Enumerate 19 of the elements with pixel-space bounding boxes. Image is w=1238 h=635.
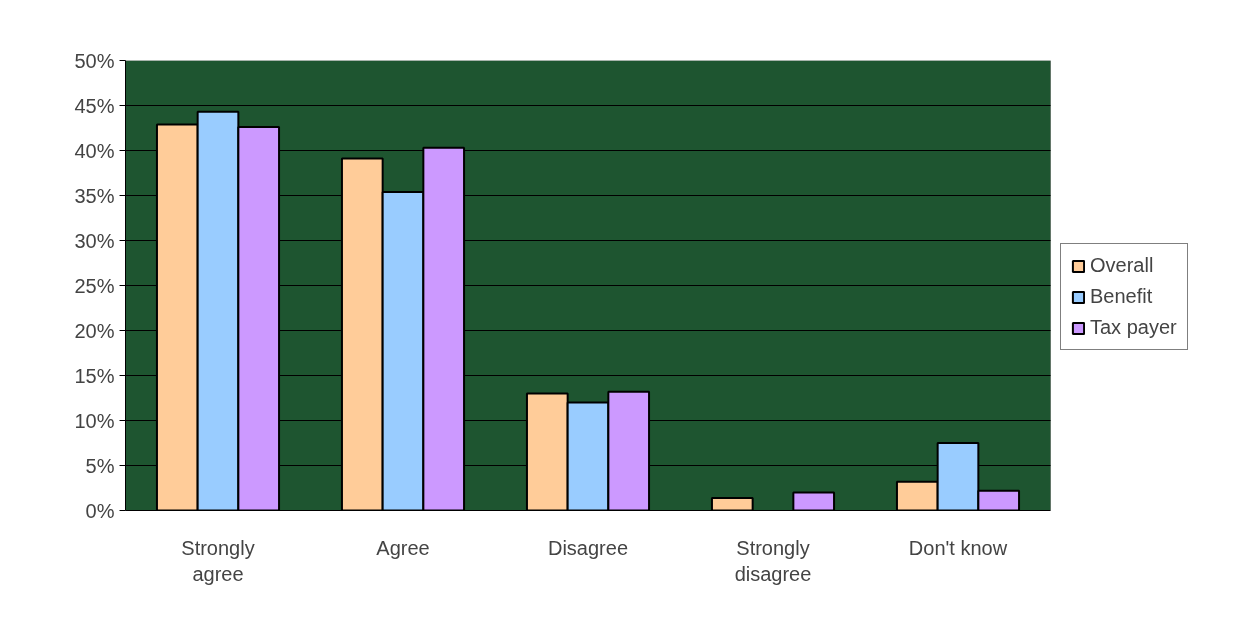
legend-label: Benefit [1090,285,1153,308]
y-tick-label: 35% [74,184,115,207]
y-tick-label: 20% [74,319,115,342]
legend-label: Tax payer [1090,316,1177,339]
y-tick-label: 30% [74,229,115,252]
y-tick-label: 45% [74,94,115,117]
y-tick-label: 5% [85,454,115,477]
x-tick-label: Strongly agree [181,536,255,585]
y-tick-label: 50% [74,49,115,72]
x-tick-label: Strongly disagree [734,536,812,585]
y-tick-label: 10% [74,409,115,432]
x-tick-label: Don't know [908,536,1008,559]
x-tick-label: Disagree [547,536,629,559]
y-tick-label: 40% [74,139,115,162]
y-tick-label: 15% [74,364,115,387]
legend-label: Overall [1090,254,1154,277]
x-tick-label: Agree [376,536,430,559]
y-tick-label: 25% [74,274,115,297]
y-tick-label: 0% [85,499,115,522]
